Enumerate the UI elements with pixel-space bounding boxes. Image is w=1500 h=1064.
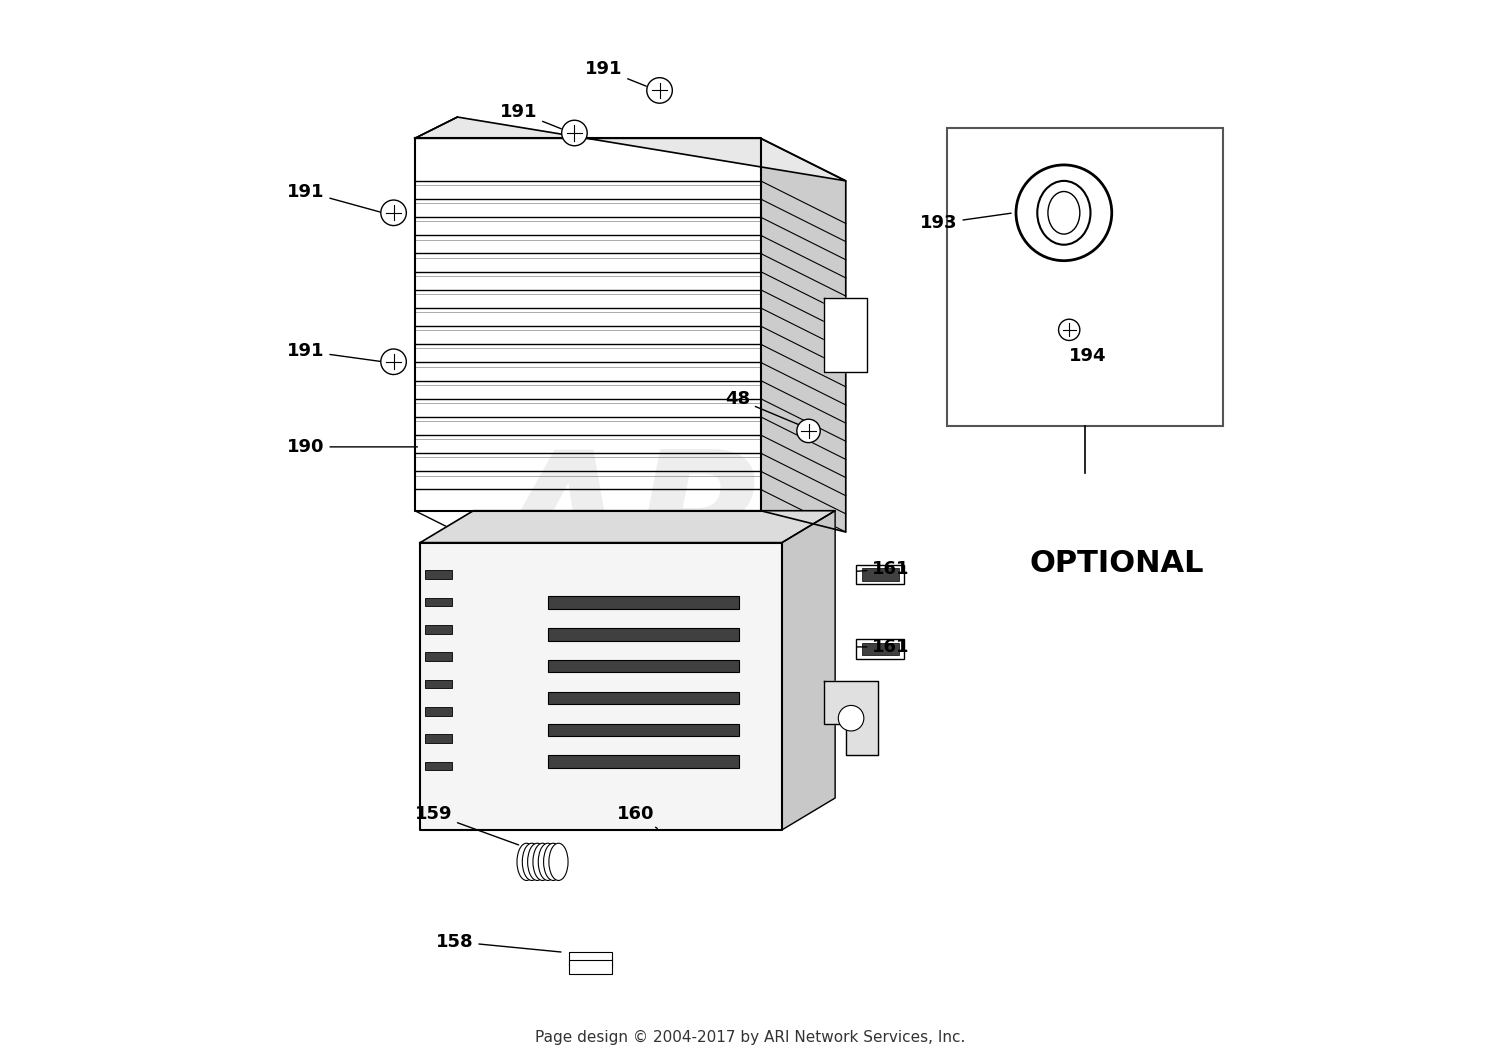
Text: 159: 159: [414, 805, 519, 845]
Text: 193: 193: [920, 213, 1011, 232]
Text: 191: 191: [500, 103, 561, 129]
Bar: [548, 724, 740, 736]
Bar: [426, 652, 451, 661]
Bar: [548, 628, 740, 641]
Text: OPTIONAL: OPTIONAL: [1030, 549, 1204, 579]
Bar: [568, 952, 612, 966]
Text: 161: 161: [856, 638, 910, 655]
Text: 191: 191: [286, 343, 380, 362]
Text: 160: 160: [616, 805, 657, 829]
Ellipse shape: [522, 843, 542, 881]
Circle shape: [381, 349, 406, 375]
Bar: [861, 643, 898, 655]
Circle shape: [381, 200, 406, 226]
Text: 191: 191: [286, 183, 380, 212]
Bar: [426, 762, 451, 770]
Ellipse shape: [538, 843, 558, 881]
Bar: [568, 960, 612, 974]
Text: Page design © 2004-2017 by ARI Network Services, Inc.: Page design © 2004-2017 by ARI Network S…: [536, 1030, 964, 1045]
Text: 194: 194: [1070, 348, 1107, 365]
Bar: [426, 598, 451, 606]
Ellipse shape: [1038, 181, 1090, 245]
Text: ARI: ARI: [492, 444, 838, 620]
Bar: [426, 734, 451, 743]
Polygon shape: [760, 138, 846, 532]
Circle shape: [1059, 319, 1080, 340]
Ellipse shape: [532, 843, 552, 881]
Bar: [426, 708, 451, 716]
Polygon shape: [825, 681, 878, 755]
Text: 190: 190: [286, 438, 417, 455]
Ellipse shape: [549, 843, 568, 881]
Text: 191: 191: [585, 61, 646, 86]
Polygon shape: [825, 298, 867, 372]
Text: 161: 161: [856, 561, 910, 578]
Bar: [548, 692, 740, 704]
Bar: [426, 625, 451, 633]
Ellipse shape: [528, 843, 548, 881]
Circle shape: [561, 120, 586, 146]
Bar: [548, 596, 740, 609]
Text: 48: 48: [724, 390, 798, 425]
Ellipse shape: [543, 843, 562, 881]
Ellipse shape: [1048, 192, 1080, 234]
Polygon shape: [420, 543, 782, 830]
Bar: [426, 570, 451, 579]
Circle shape: [839, 705, 864, 731]
Bar: [426, 680, 451, 688]
Bar: [861, 568, 898, 581]
Ellipse shape: [518, 843, 536, 881]
Circle shape: [646, 78, 672, 103]
Bar: [856, 639, 904, 659]
Polygon shape: [420, 511, 836, 543]
Bar: [548, 660, 740, 672]
Bar: [548, 755, 740, 768]
Circle shape: [796, 419, 820, 443]
Polygon shape: [416, 117, 846, 181]
Bar: [946, 128, 1224, 426]
Bar: [856, 565, 904, 584]
Circle shape: [1016, 165, 1112, 261]
Polygon shape: [782, 511, 836, 830]
Text: 158: 158: [435, 933, 561, 952]
